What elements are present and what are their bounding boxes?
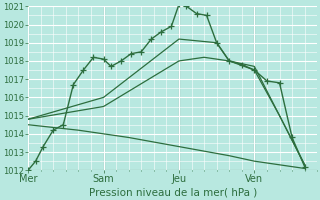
X-axis label: Pression niveau de la mer( hPa ): Pression niveau de la mer( hPa ) bbox=[89, 187, 257, 197]
